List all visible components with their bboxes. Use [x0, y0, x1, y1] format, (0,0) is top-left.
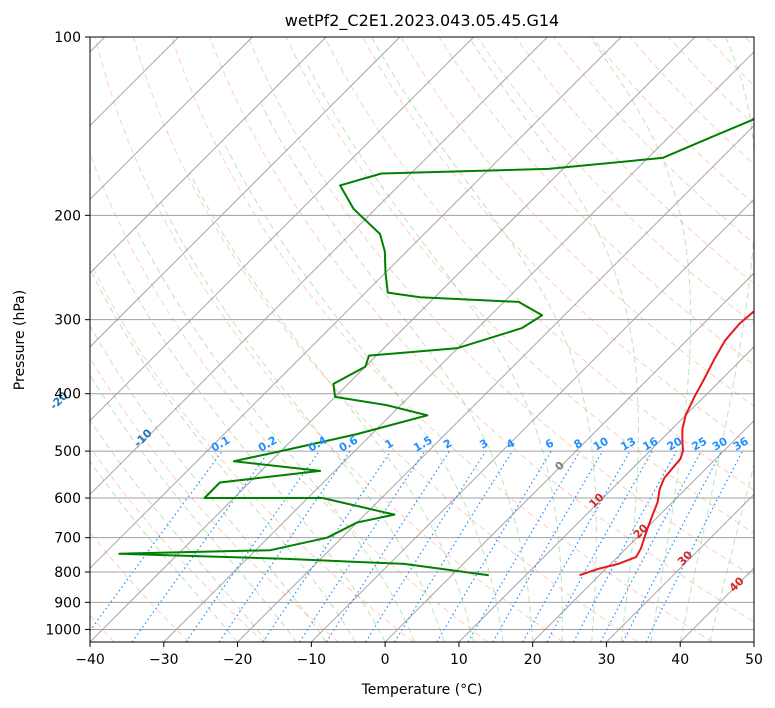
dry-adiabat — [90, 446, 265, 642]
y-tick-label: 500 — [54, 444, 81, 460]
x-tick-label: 0 — [381, 652, 390, 668]
y-tick-label: 600 — [54, 491, 81, 507]
mixing-ratio-line — [185, 450, 320, 642]
x-tick-label: 50 — [745, 652, 763, 668]
moist-adiabat — [189, 173, 475, 642]
isotherm — [163, 51, 754, 642]
dry-adiabat — [247, 37, 754, 578]
mixing-ratio-line — [299, 450, 426, 642]
mixing-ratio-line — [436, 450, 552, 642]
dry-adiabat — [171, 37, 713, 642]
x-tick-label: −40 — [75, 652, 105, 668]
moist-adiabat — [371, 37, 597, 642]
y-tick-label: 100 — [54, 30, 81, 46]
mixing-ratio-line — [467, 450, 581, 642]
dry-adiabat — [209, 37, 754, 623]
x-tick-label: −30 — [149, 652, 179, 668]
mixing-ratio-line — [262, 450, 392, 642]
moist-adiabat — [135, 227, 416, 642]
y-tick-label: 700 — [54, 531, 81, 547]
isotherm — [237, 124, 754, 642]
y-tick-label: 1000 — [45, 622, 81, 638]
y-tick-label: 900 — [54, 595, 81, 611]
isotherm — [90, 37, 253, 201]
moist-adiabat — [679, 37, 754, 642]
sounding-profiles — [118, 117, 754, 577]
moist-adiabat — [91, 272, 357, 642]
mixing-ratio-line — [325, 450, 450, 642]
isotherm — [90, 37, 327, 274]
plot-frame — [89, 36, 755, 643]
y-tick-label: 300 — [54, 313, 81, 329]
dry-adiabat — [438, 37, 754, 366]
dry-adiabat — [515, 37, 754, 285]
moist-adiabat — [468, 37, 639, 642]
isotherm — [532, 419, 754, 642]
mixing-ratio-line — [365, 450, 487, 642]
y-tick-label: 200 — [54, 208, 81, 224]
dewpoint-profile — [118, 117, 754, 577]
dry-adiabat — [476, 37, 754, 325]
isotherm — [384, 272, 754, 642]
chart-title: wetPf2_C2E1.2023.043.05.45.G14 — [285, 11, 559, 31]
x-axis-label: Temperature (°C) — [361, 682, 483, 698]
y-tick-label: 400 — [54, 387, 81, 403]
x-tick-label: 30 — [597, 652, 615, 668]
x-tick-label: −10 — [297, 652, 327, 668]
moist-adiabat — [160, 201, 445, 642]
dry-adiabat — [132, 37, 639, 642]
temperature-profile — [579, 310, 754, 577]
dry-adiabat — [285, 37, 754, 535]
x-tick-label: 10 — [450, 652, 468, 668]
moist-adiabat — [260, 104, 534, 642]
mixing-ratio-line — [394, 450, 513, 642]
isotherm — [90, 37, 622, 569]
x-tick-label: 40 — [671, 652, 689, 668]
y-tick-label: 800 — [54, 565, 81, 581]
moist-adiabat — [589, 37, 692, 642]
isotherm — [458, 346, 754, 642]
background-lines — [90, 37, 754, 642]
moist-adiabat — [90, 460, 238, 642]
y-axis-label: Pressure (hPa) — [12, 290, 28, 390]
isotherm — [90, 37, 696, 642]
moist-adiabat — [709, 462, 754, 642]
dry-adiabat — [94, 37, 564, 642]
mixing-ratio-line — [218, 450, 351, 642]
isotherm — [310, 198, 754, 642]
dry-adiabat — [90, 260, 414, 642]
isotherm — [90, 37, 475, 422]
x-tick-label: 20 — [524, 652, 542, 668]
dry-adiabat — [323, 37, 754, 491]
axes: −40 −30 −20 −10 0 10 20 30 40 50 100 200 300 400 500 60… — [45, 30, 763, 668]
isotherm — [90, 37, 401, 348]
moist-adiabat — [112, 251, 386, 642]
moist-adiabat — [90, 419, 268, 642]
moist-adiabat — [305, 61, 563, 642]
isotherm — [90, 37, 548, 496]
isotherm — [606, 493, 754, 642]
mixing-ratio-line — [572, 450, 677, 642]
mixing-ratio-line — [131, 450, 270, 642]
x-tick-label: −20 — [223, 652, 253, 668]
